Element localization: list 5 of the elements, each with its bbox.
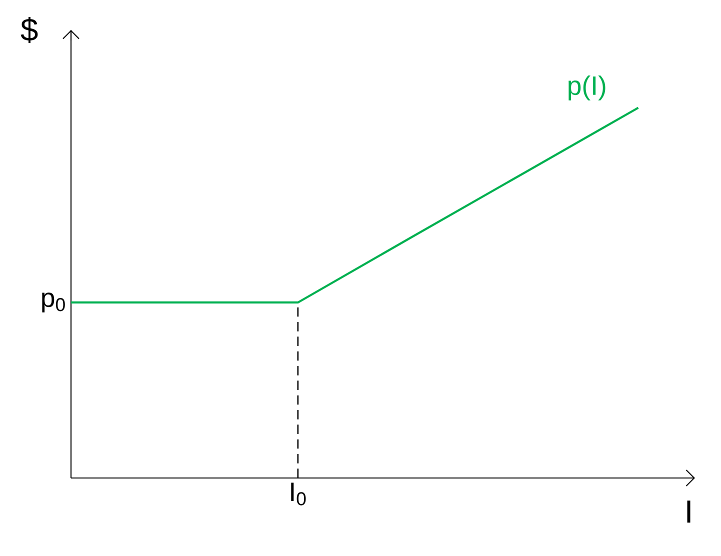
x-axis-title: I	[687, 500, 690, 523]
text: p$_{0}$	[42, 292, 65, 312]
text: I$_{0}$	[291, 482, 306, 506]
y-axis-title: $	[20, 17, 38, 43]
series-label: p(I)	[568, 76, 606, 100]
